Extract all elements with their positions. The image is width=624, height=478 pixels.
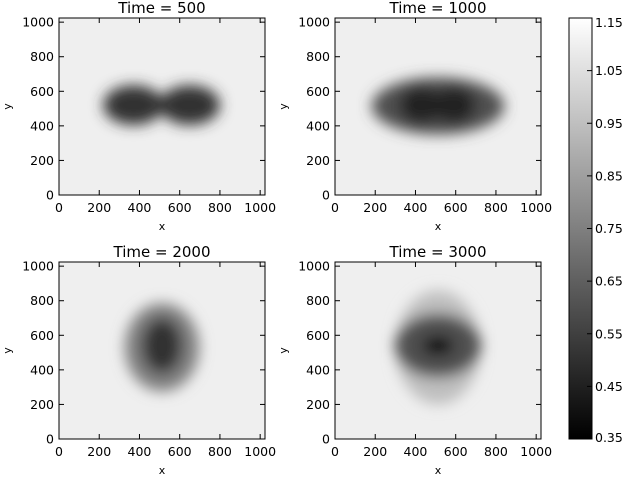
x-tick-label: 800 bbox=[208, 444, 232, 459]
x-tick-label: 400 bbox=[404, 444, 428, 459]
x-tick-label: 200 bbox=[87, 444, 111, 459]
colorbar-tick-label: 0.45 bbox=[595, 379, 623, 394]
y-tick-label: 400 bbox=[30, 362, 54, 377]
panel-frame bbox=[334, 261, 542, 440]
x-tick-label: 0 bbox=[331, 444, 339, 459]
y-tick-label: 0 bbox=[46, 188, 54, 203]
colorbar-tick-label: 0.95 bbox=[595, 116, 623, 131]
panel-4: Time = 3000 0 200 400 600 800 1000 0 200 400 600 80… bbox=[277, 243, 552, 477]
density-feature bbox=[103, 85, 164, 125]
y-axis-label: y bbox=[1, 347, 14, 354]
x-tick-label: 1000 bbox=[244, 444, 276, 459]
y-tick-label: 600 bbox=[306, 328, 330, 343]
y-tick-label: 0 bbox=[322, 188, 330, 203]
colorbar-tick-label: 0.35 bbox=[595, 430, 623, 445]
panel-frame bbox=[58, 261, 266, 440]
y-axis-label: y bbox=[277, 103, 290, 110]
panel-1: Time = 500 0 200 400 600 800 1000 0 200 400 600 800… bbox=[1, 0, 276, 233]
x-axis-label: x bbox=[435, 220, 442, 233]
x-tick-label: 0 bbox=[55, 200, 63, 215]
panel-3: Time = 2000 0 200 400 600 800 1000 0 200 400 600 80… bbox=[1, 243, 276, 477]
y-tick-label: 1000 bbox=[22, 15, 54, 30]
x-tick-label: 1000 bbox=[244, 200, 276, 215]
x-tick-label: 600 bbox=[444, 200, 468, 215]
x-tick-label: 400 bbox=[128, 200, 152, 215]
density-feature bbox=[431, 86, 476, 124]
y-axis-label: y bbox=[1, 103, 14, 110]
y-tick-label: 0 bbox=[322, 432, 330, 447]
x-tick-label: 400 bbox=[404, 200, 428, 215]
y-tick-label: 1000 bbox=[298, 259, 330, 274]
x-tick-label: 200 bbox=[87, 200, 111, 215]
panel-title: Time = 500 bbox=[117, 0, 205, 17]
density-feature bbox=[399, 86, 444, 124]
x-tick-label: 600 bbox=[168, 444, 192, 459]
colorbar-tick-label: 0.75 bbox=[595, 221, 623, 236]
panel-title: Time = 2000 bbox=[113, 243, 211, 261]
y-tick-label: 400 bbox=[306, 118, 330, 133]
x-tick-label: 600 bbox=[168, 200, 192, 215]
density-feature bbox=[421, 336, 455, 356]
y-tick-label: 400 bbox=[30, 118, 54, 133]
panel-frame bbox=[334, 17, 542, 196]
y-tick-label: 1000 bbox=[298, 15, 330, 30]
y-tick-label: 600 bbox=[306, 84, 330, 99]
panel-2: Time = 1000 0 200 400 600 800 1000 0 200 400 600 80… bbox=[277, 0, 552, 233]
colorbar: 1.15 1.05 0.95 0.85 0.75 0.65 0.55 0.45 0.35 bbox=[568, 15, 623, 445]
colorbar-tick-label: 0.55 bbox=[595, 326, 623, 341]
y-tick-label: 400 bbox=[306, 362, 330, 377]
y-tick-label: 0 bbox=[46, 432, 54, 447]
x-tick-label: 600 bbox=[444, 444, 468, 459]
x-tick-label: 400 bbox=[128, 444, 152, 459]
panel-frame bbox=[58, 17, 266, 196]
x-tick-label: 1000 bbox=[520, 444, 552, 459]
colorbar-tick-label: 1.15 bbox=[595, 15, 623, 30]
y-tick-label: 200 bbox=[30, 397, 54, 412]
colorbar-tick-label: 0.85 bbox=[595, 168, 623, 183]
x-tick-label: 800 bbox=[484, 200, 508, 215]
y-tick-label: 600 bbox=[30, 84, 54, 99]
y-tick-label: 1000 bbox=[22, 259, 54, 274]
x-tick-label: 0 bbox=[55, 444, 63, 459]
y-tick-label: 800 bbox=[306, 293, 330, 308]
x-tick-label: 200 bbox=[363, 444, 387, 459]
y-axis-label: y bbox=[277, 347, 290, 354]
density-feature bbox=[141, 318, 183, 374]
y-tick-label: 200 bbox=[30, 153, 54, 168]
y-tick-label: 600 bbox=[30, 328, 54, 343]
y-tick-label: 800 bbox=[30, 49, 54, 64]
x-axis-label: x bbox=[159, 220, 166, 233]
x-tick-label: 800 bbox=[208, 200, 232, 215]
density-feature bbox=[159, 85, 220, 125]
y-tick-label: 200 bbox=[306, 153, 330, 168]
x-tick-label: 0 bbox=[331, 200, 339, 215]
y-tick-label: 200 bbox=[306, 397, 330, 412]
x-tick-label: 800 bbox=[484, 444, 508, 459]
colorbar-tick-label: 1.05 bbox=[595, 63, 623, 78]
x-axis-label: x bbox=[159, 464, 166, 477]
x-tick-label: 200 bbox=[363, 200, 387, 215]
x-tick-label: 1000 bbox=[520, 200, 552, 215]
panel-title: Time = 1000 bbox=[389, 0, 487, 17]
colorbar-tick-label: 0.65 bbox=[595, 274, 623, 289]
y-tick-label: 800 bbox=[306, 49, 330, 64]
y-tick-label: 800 bbox=[30, 293, 54, 308]
panel-title: Time = 3000 bbox=[389, 243, 487, 261]
x-axis-label: x bbox=[435, 464, 442, 477]
